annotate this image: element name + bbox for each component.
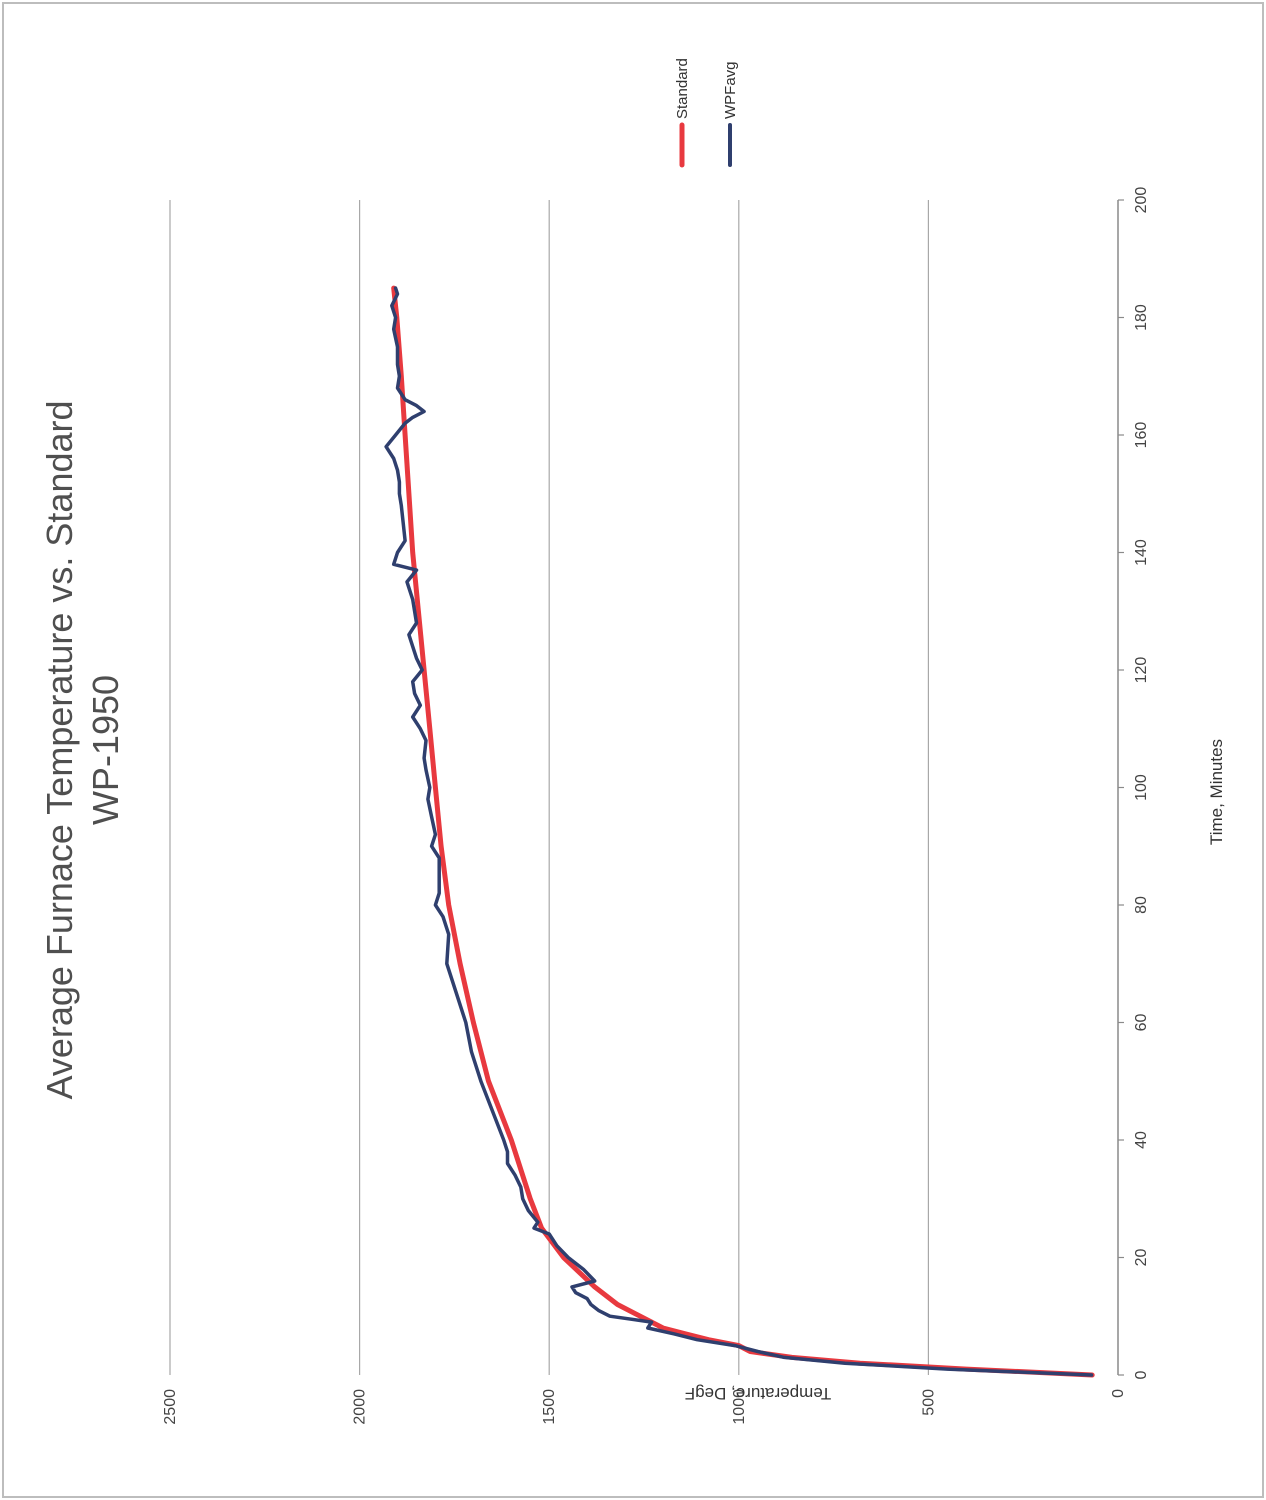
legend-label-standard: Standard: [674, 58, 691, 119]
x-tick-label: 160: [1133, 422, 1150, 449]
legend-label-wpfavg: WPFavg: [722, 61, 739, 119]
chart-subtitle: WP-1950: [85, 675, 126, 825]
chart-title: Average Furnace Temperature vs. Standard: [39, 400, 80, 1099]
x-axis-label: Time, Minutes: [1207, 739, 1226, 845]
x-tick-label: 80: [1133, 896, 1150, 914]
legend-layer: Standard WPFavg: [674, 58, 739, 168]
x-tick-label: 180: [1133, 304, 1150, 331]
y-tick-label: 2500: [162, 1389, 179, 1425]
y-tick-label: 1000: [731, 1389, 748, 1425]
x-tick-label: 120: [1133, 657, 1150, 684]
rotated-chart: 0 500 1000 1500 2000 2500 0 20 40 60 80 100 120 140 16…: [39, 58, 1226, 1424]
x-tick-label: 40: [1133, 1131, 1150, 1149]
y-tick-label: 2000: [352, 1389, 369, 1425]
x-tick-label: 140: [1133, 539, 1150, 566]
grid-layer: [169, 200, 930, 1375]
x-tick-label: 60: [1133, 1014, 1150, 1032]
series-layer: [384, 285, 1095, 1378]
y-axis-label: Temperature, DegF: [685, 1384, 831, 1403]
axis-layer: 0 500 1000 1500 2000 2500 0 20 40 60 80 100 120 140 16…: [162, 187, 1150, 1425]
x-tick-label: 20: [1133, 1249, 1150, 1267]
series-line-wpfavg: [384, 286, 1094, 1377]
x-tick-label: 100: [1133, 774, 1150, 801]
x-tick-label: 200: [1133, 187, 1150, 214]
y-tick-label: 1500: [541, 1389, 558, 1425]
y-tick-label: 500: [920, 1389, 937, 1416]
x-tick-label: 0: [1133, 1370, 1150, 1379]
y-tick-label: 0: [1110, 1389, 1127, 1398]
